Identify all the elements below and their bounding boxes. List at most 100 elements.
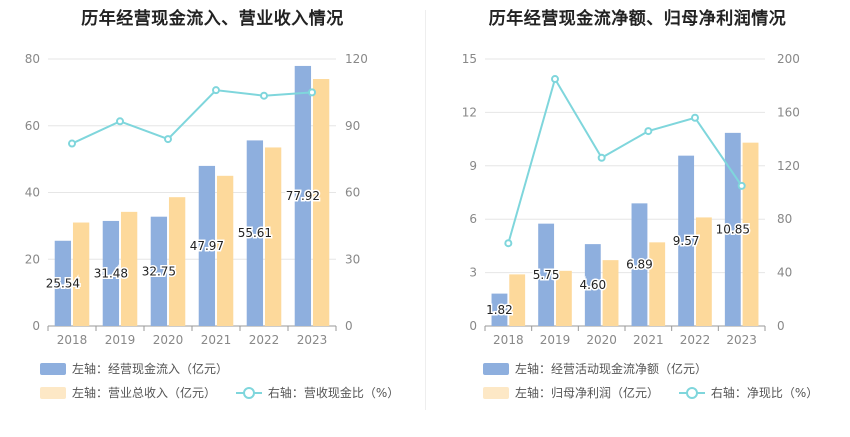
bar-2022-blue [246,140,264,326]
bar-2023-blue [294,65,312,326]
ratio-point-2018 [68,139,76,148]
data-label-2019: 31.48 [94,266,128,280]
bar-2023-orange [312,79,330,327]
legend-line-icon [678,386,705,399]
legend-label: 右轴：净现比（%） [710,386,819,400]
legend-swatch-orange [483,386,509,399]
right-axis-tick-label: 40 [777,266,792,280]
bar-2022-blue [678,155,695,326]
x-axis-tick-label: 2023 [297,333,328,347]
ratio-point-2021 [644,127,653,136]
legend-item-bar2[interactable]: 左轴：营业总收入（亿元） [40,384,216,401]
chart-panel-left: 历年经营现金流入、营业收入情况 0 20 40 60 80 0 30 60 90 120 2018 2… [25,9,415,402]
data-label-2023: 10.85 [716,222,750,236]
bar-2018-orange [72,222,90,326]
legend-swatch-blue [40,362,66,375]
legend-label: 左轴：经营现金流入（亿元） [72,362,229,376]
left-axis-tick-label: 3 [469,266,477,280]
legend-item-bar1[interactable]: 左轴：经营现金流入（亿元） [40,360,228,377]
combo-chart-left: 0 20 40 60 80 0 30 60 90 120 2018 2019 2020 2021 2022 2… [25,52,368,347]
legend: 左轴：营业总收入（亿元） 右轴：营收现金比（%） [40,384,415,402]
ratio-point-2019 [551,75,559,84]
left-axis-tick-label: 15 [462,52,477,66]
right-axis-tick-label: 160 [777,105,800,119]
ratio-point-2023 [737,181,746,190]
chart-panel-right: 历年经营现金流净额、归母净利润情况 0 3 6 9 12 15 0 40 80 120 160 200… [425,0,850,437]
bar-2019-orange [555,270,572,326]
left-axis-tick-label: 80 [25,52,40,66]
bar-2021-orange [649,242,666,326]
right-axis-tick-label: 30 [345,252,360,266]
bar-2020-blue [150,216,168,326]
legend: 左轴：归母净利润（亿元） 右轴：净现比（%） [483,384,834,402]
bar-2023-orange [742,142,759,326]
right-axis-tick-label: 60 [345,186,360,200]
left-axis-tick-label: 9 [469,159,477,173]
data-label-2018: 25.54 [46,276,80,290]
bar-2020-orange [602,260,619,326]
data-label-2022: 55.61 [238,226,272,240]
x-axis-tick-label: 2020 [586,333,617,347]
ratio-line [507,76,743,244]
bar-2020-blue [584,244,601,326]
bar-2018-orange [509,274,526,326]
bar-2023-blue [724,132,741,326]
left-axis-tick-label: 20 [25,252,40,266]
x-axis-tick-label: 2019 [105,333,136,347]
x-axis-tick-label: 2020 [153,333,184,347]
right-axis-tick-label: 80 [777,212,792,226]
x-axis-tick-label: 2021 [633,333,664,347]
ratio-line [71,89,313,145]
left-axis-tick-label: 60 [25,119,40,133]
panel-divider [425,10,426,410]
left-axis-tick-label: 40 [25,186,40,200]
data-label-2020: 4.60 [579,278,606,292]
legend-item-bar1[interactable]: 左轴：经营活动现金流净额（亿元） [483,360,707,377]
data-label-2023: 77.92 [286,189,320,203]
ratio-point-2020 [164,135,172,144]
bar-2022-orange [695,217,712,326]
bar-2018-blue [491,293,508,326]
left-axis-tick-label: 6 [469,212,477,226]
data-label-2022: 9.57 [673,234,700,248]
right-axis-tick-label: 120 [777,159,800,173]
bar-2020-orange [168,197,186,326]
legend: 左轴：经营现金流入（亿元） [40,360,244,378]
data-label-2020: 32.75 [142,264,176,278]
ratio-point-2023 [308,88,316,97]
bar-2019-blue [538,223,555,326]
bar-2021-orange [216,175,234,326]
chart-title: 历年经营现金流入、营业收入情况 [81,9,344,29]
legend-item-bar2[interactable]: 左轴：归母净利润（亿元） [483,384,659,401]
x-axis-tick-label: 2023 [726,333,757,347]
bar-2019-blue [102,220,120,326]
legend-item-line[interactable]: 右轴：净现比（%） [678,384,819,401]
right-axis-tick-label: 200 [777,52,800,66]
legend-label: 左轴：经营活动现金流净额（亿元） [515,362,708,376]
x-axis-tick-label: 2018 [57,333,88,347]
legend-item-line[interactable]: 右轴：营收现金比（%） [235,384,400,401]
bar-2022-orange [264,147,282,326]
bar-2021-blue [631,203,648,326]
x-axis-tick-label: 2021 [201,333,232,347]
data-label-2021: 6.89 [626,258,653,272]
ratio-point-2018 [504,239,513,248]
legend-label: 右轴：营收现金比（%） [267,386,400,400]
legend: 左轴：经营活动现金流净额（亿元） [483,360,723,378]
legend-label: 左轴：归母净利润（亿元） [515,386,660,400]
legend-line-icon [235,386,262,399]
data-label-2018: 1.82 [486,303,513,317]
ratio-point-2021 [212,86,220,95]
left-axis-tick-label: 0 [32,319,40,333]
left-axis-tick-label: 0 [469,319,477,333]
ratio-point-2022 [691,113,699,122]
legend-swatch-blue [483,362,509,375]
ratio-point-2020 [597,153,606,162]
chart-title: 历年经营现金流净额、归母净利润情况 [488,9,787,29]
bar-2019-orange [120,211,138,326]
ratio-point-2019 [116,117,124,126]
x-axis-tick-label: 2019 [540,333,571,347]
legend-swatch-orange [40,386,66,399]
left-axis-tick-label: 12 [462,105,477,119]
bar-2021-blue [198,165,216,326]
